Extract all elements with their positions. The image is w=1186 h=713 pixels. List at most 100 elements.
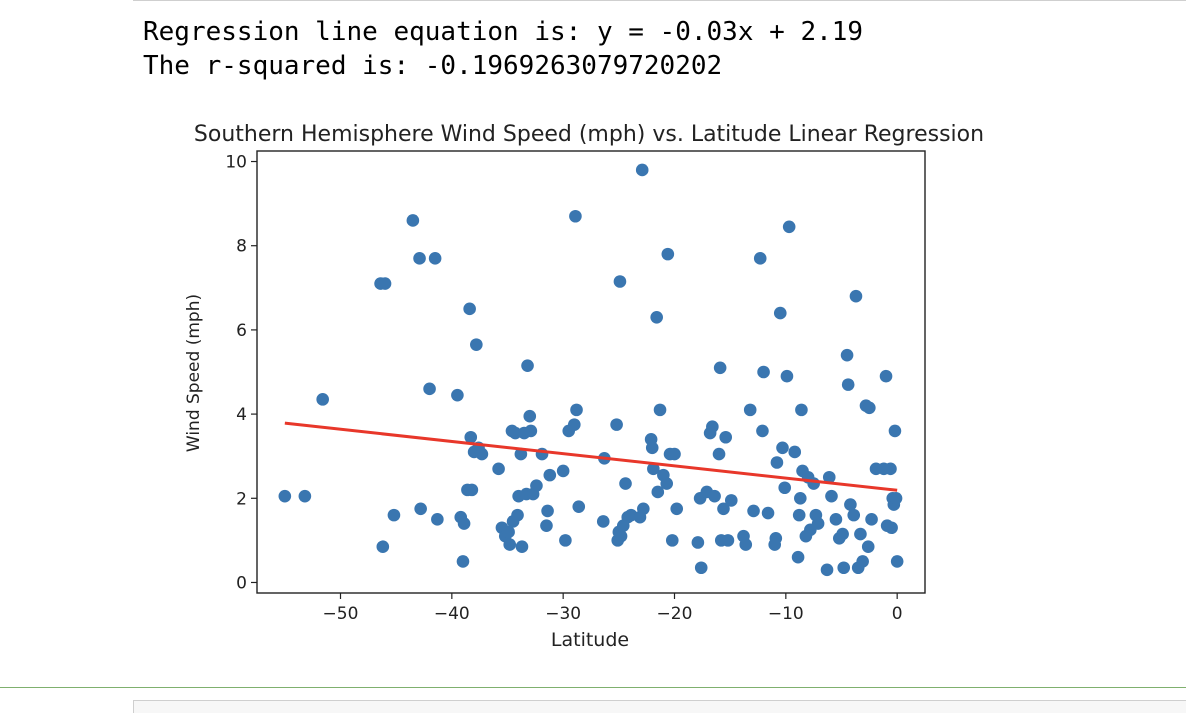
data-point xyxy=(836,527,849,541)
data-point xyxy=(837,561,851,575)
y-tick-label: 10 xyxy=(225,153,247,173)
data-point xyxy=(428,252,442,265)
data-point xyxy=(457,517,471,530)
data-point xyxy=(888,424,902,438)
data-point xyxy=(541,504,554,518)
data-point xyxy=(464,430,478,444)
data-point xyxy=(691,536,705,549)
data-point xyxy=(470,338,483,351)
data-point xyxy=(795,403,808,417)
data-point xyxy=(879,369,893,383)
data-point xyxy=(776,441,789,455)
data-point xyxy=(387,508,401,522)
data-point xyxy=(706,420,719,434)
data-point xyxy=(780,369,794,383)
data-point xyxy=(647,462,660,476)
y-tick-label: 6 xyxy=(236,321,247,341)
regression-equation-text: Regression line equation is: y = -0.03x … xyxy=(143,17,864,47)
data-point xyxy=(515,540,529,553)
data-point xyxy=(825,489,838,503)
data-point xyxy=(540,519,553,532)
data-point xyxy=(456,555,470,568)
data-point xyxy=(524,424,538,438)
x-tick-label: −10 xyxy=(768,604,804,624)
data-point xyxy=(610,418,623,431)
data-point xyxy=(502,525,515,539)
axes-frame xyxy=(256,150,926,594)
data-point xyxy=(820,563,834,577)
data-point xyxy=(637,502,650,516)
regression-line xyxy=(284,421,898,492)
data-point xyxy=(376,540,390,553)
data-point xyxy=(792,508,806,522)
data-point xyxy=(712,447,726,461)
data-point xyxy=(889,491,903,505)
y-axis-label: Wind Speed (mph) xyxy=(184,294,204,452)
data-point xyxy=(841,378,855,391)
x-tick-label: −40 xyxy=(434,604,470,624)
data-point xyxy=(856,555,869,568)
data-point xyxy=(475,447,489,461)
data-point xyxy=(619,477,632,490)
data-point xyxy=(719,430,733,444)
data-point xyxy=(451,388,464,402)
data-point xyxy=(463,302,476,316)
data-point xyxy=(614,529,628,543)
next-code-cell[interactable] xyxy=(133,700,1186,713)
data-point xyxy=(556,464,570,478)
data-point xyxy=(572,500,586,514)
data-point xyxy=(653,403,667,417)
data-point xyxy=(414,502,427,516)
data-point xyxy=(596,515,610,528)
data-point xyxy=(543,468,557,482)
r-squared-text: The r-squared is: -0.1969263079720202 xyxy=(143,51,723,81)
x-axis-label: Latitude xyxy=(551,629,629,651)
data-point xyxy=(713,361,727,375)
data-point xyxy=(778,481,792,495)
data-point xyxy=(847,508,861,522)
data-point xyxy=(844,498,857,511)
data-point xyxy=(861,540,875,553)
data-point xyxy=(635,163,649,177)
data-point xyxy=(811,517,825,530)
data-point xyxy=(863,401,876,415)
data-point xyxy=(530,479,543,492)
data-point xyxy=(423,382,436,396)
data-point xyxy=(791,550,805,564)
data-point xyxy=(650,310,663,324)
data-point xyxy=(661,247,675,261)
data-point xyxy=(761,506,775,520)
x-tick-label: −50 xyxy=(323,604,359,624)
data-point xyxy=(613,275,627,288)
data-point xyxy=(743,403,757,417)
data-point xyxy=(559,534,572,547)
data-point xyxy=(753,252,767,265)
data-point xyxy=(645,441,659,455)
data-point xyxy=(521,359,534,372)
data-point xyxy=(739,538,753,551)
data-point xyxy=(668,447,681,461)
data-point xyxy=(865,513,878,526)
y-tick-label: 2 xyxy=(236,489,247,509)
data-point xyxy=(773,306,787,320)
data-point xyxy=(523,409,537,423)
data-point xyxy=(717,502,730,516)
data-point xyxy=(316,393,329,406)
data-point xyxy=(854,527,867,541)
data-point xyxy=(508,426,522,440)
data-point xyxy=(670,502,684,516)
data-point xyxy=(665,534,679,547)
data-point xyxy=(413,252,426,265)
data-point xyxy=(721,534,735,547)
data-point xyxy=(849,289,863,303)
data-point xyxy=(747,504,760,518)
data-point xyxy=(278,489,292,503)
data-point xyxy=(569,209,582,223)
data-point xyxy=(708,489,721,503)
data-point xyxy=(822,470,836,484)
data-point xyxy=(769,531,783,545)
cell-top-border xyxy=(133,0,1186,1)
cell-divider xyxy=(0,687,1186,688)
data-point xyxy=(514,447,528,461)
